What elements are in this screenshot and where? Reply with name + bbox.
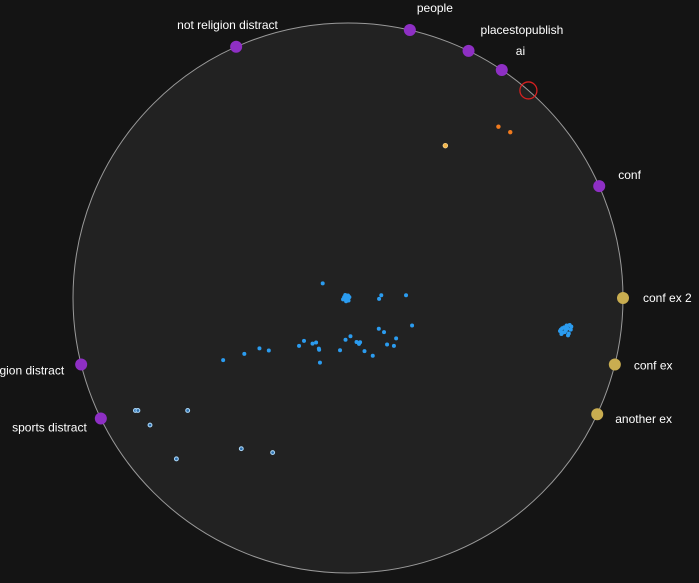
- data-point[interactable]: [147, 422, 153, 428]
- data-point[interactable]: [354, 340, 359, 344]
- data-point[interactable]: [317, 360, 322, 365]
- anchor-dot-another-ex[interactable]: [591, 408, 604, 421]
- data-point[interactable]: [394, 336, 399, 341]
- anchor-label: not religion distract: [177, 18, 278, 32]
- data-point[interactable]: [362, 349, 367, 354]
- data-point[interactable]: [270, 450, 276, 455]
- anchor-dot-conf-ex[interactable]: [608, 358, 621, 371]
- anchor-label: ai: [516, 44, 525, 58]
- data-point[interactable]: [496, 124, 501, 129]
- anchor-label: placestopublish: [481, 23, 564, 37]
- data-point[interactable]: [376, 326, 381, 331]
- data-point[interactable]: [410, 323, 415, 328]
- data-point[interactable]: [310, 341, 315, 346]
- data-point[interactable]: [379, 293, 384, 298]
- data-point[interactable]: [320, 281, 325, 286]
- data-point[interactable]: [370, 353, 375, 358]
- anchor-dot-religion-distract[interactable]: [75, 358, 88, 371]
- data-point[interactable]: [385, 342, 390, 347]
- data-point[interactable]: [338, 348, 343, 353]
- data-point[interactable]: [344, 296, 349, 301]
- anchor-dot-sports-distract[interactable]: [94, 412, 107, 425]
- data-point[interactable]: [565, 326, 570, 331]
- data-point[interactable]: [568, 327, 573, 332]
- anchor-dot-conf-ex-2[interactable]: [617, 292, 629, 304]
- anchor-dot-not-religion-distract[interactable]: [230, 40, 243, 53]
- data-point[interactable]: [297, 343, 302, 348]
- anchor-label: conf ex: [634, 359, 673, 373]
- data-point[interactable]: [382, 330, 387, 335]
- anchor-label: people: [417, 1, 453, 15]
- data-point[interactable]: [391, 343, 396, 348]
- data-point[interactable]: [559, 332, 564, 337]
- data-point[interactable]: [314, 340, 319, 345]
- data-point[interactable]: [558, 329, 563, 333]
- data-point[interactable]: [221, 358, 226, 363]
- data-point[interactable]: [317, 347, 322, 352]
- data-point[interactable]: [238, 446, 244, 452]
- points-layer: [132, 124, 574, 462]
- anchor-label: religion distract: [0, 364, 65, 378]
- data-point[interactable]: [242, 351, 247, 356]
- anchor-label: another ex: [615, 412, 672, 426]
- data-point[interactable]: [358, 340, 363, 345]
- anchor-label: sports distract: [12, 421, 87, 435]
- data-point[interactable]: [266, 348, 271, 353]
- anchor-dot-ai[interactable]: [495, 64, 508, 77]
- data-point[interactable]: [348, 334, 353, 339]
- anchor-label: conf ex 2: [643, 291, 692, 305]
- anchor-label: conf: [618, 168, 641, 182]
- data-point[interactable]: [135, 408, 141, 413]
- anchor-dot-people[interactable]: [403, 24, 416, 37]
- data-point[interactable]: [257, 346, 262, 351]
- data-point[interactable]: [567, 322, 572, 327]
- data-point[interactable]: [173, 456, 179, 462]
- data-point[interactable]: [566, 333, 570, 338]
- anchor-dot-conf[interactable]: [593, 180, 606, 193]
- anchors-layer: not religion distract people placestopubli…: [0, 1, 692, 435]
- data-point[interactable]: [404, 293, 409, 298]
- data-point[interactable]: [185, 408, 191, 413]
- anchor-dot-placestopublish[interactable]: [462, 44, 475, 57]
- data-point[interactable]: [302, 338, 306, 343]
- data-point[interactable]: [564, 323, 569, 328]
- data-point[interactable]: [442, 142, 449, 149]
- data-point[interactable]: [508, 129, 513, 135]
- selection-marker[interactable]: [519, 81, 538, 100]
- data-point[interactable]: [377, 296, 382, 301]
- data-point[interactable]: [343, 337, 348, 342]
